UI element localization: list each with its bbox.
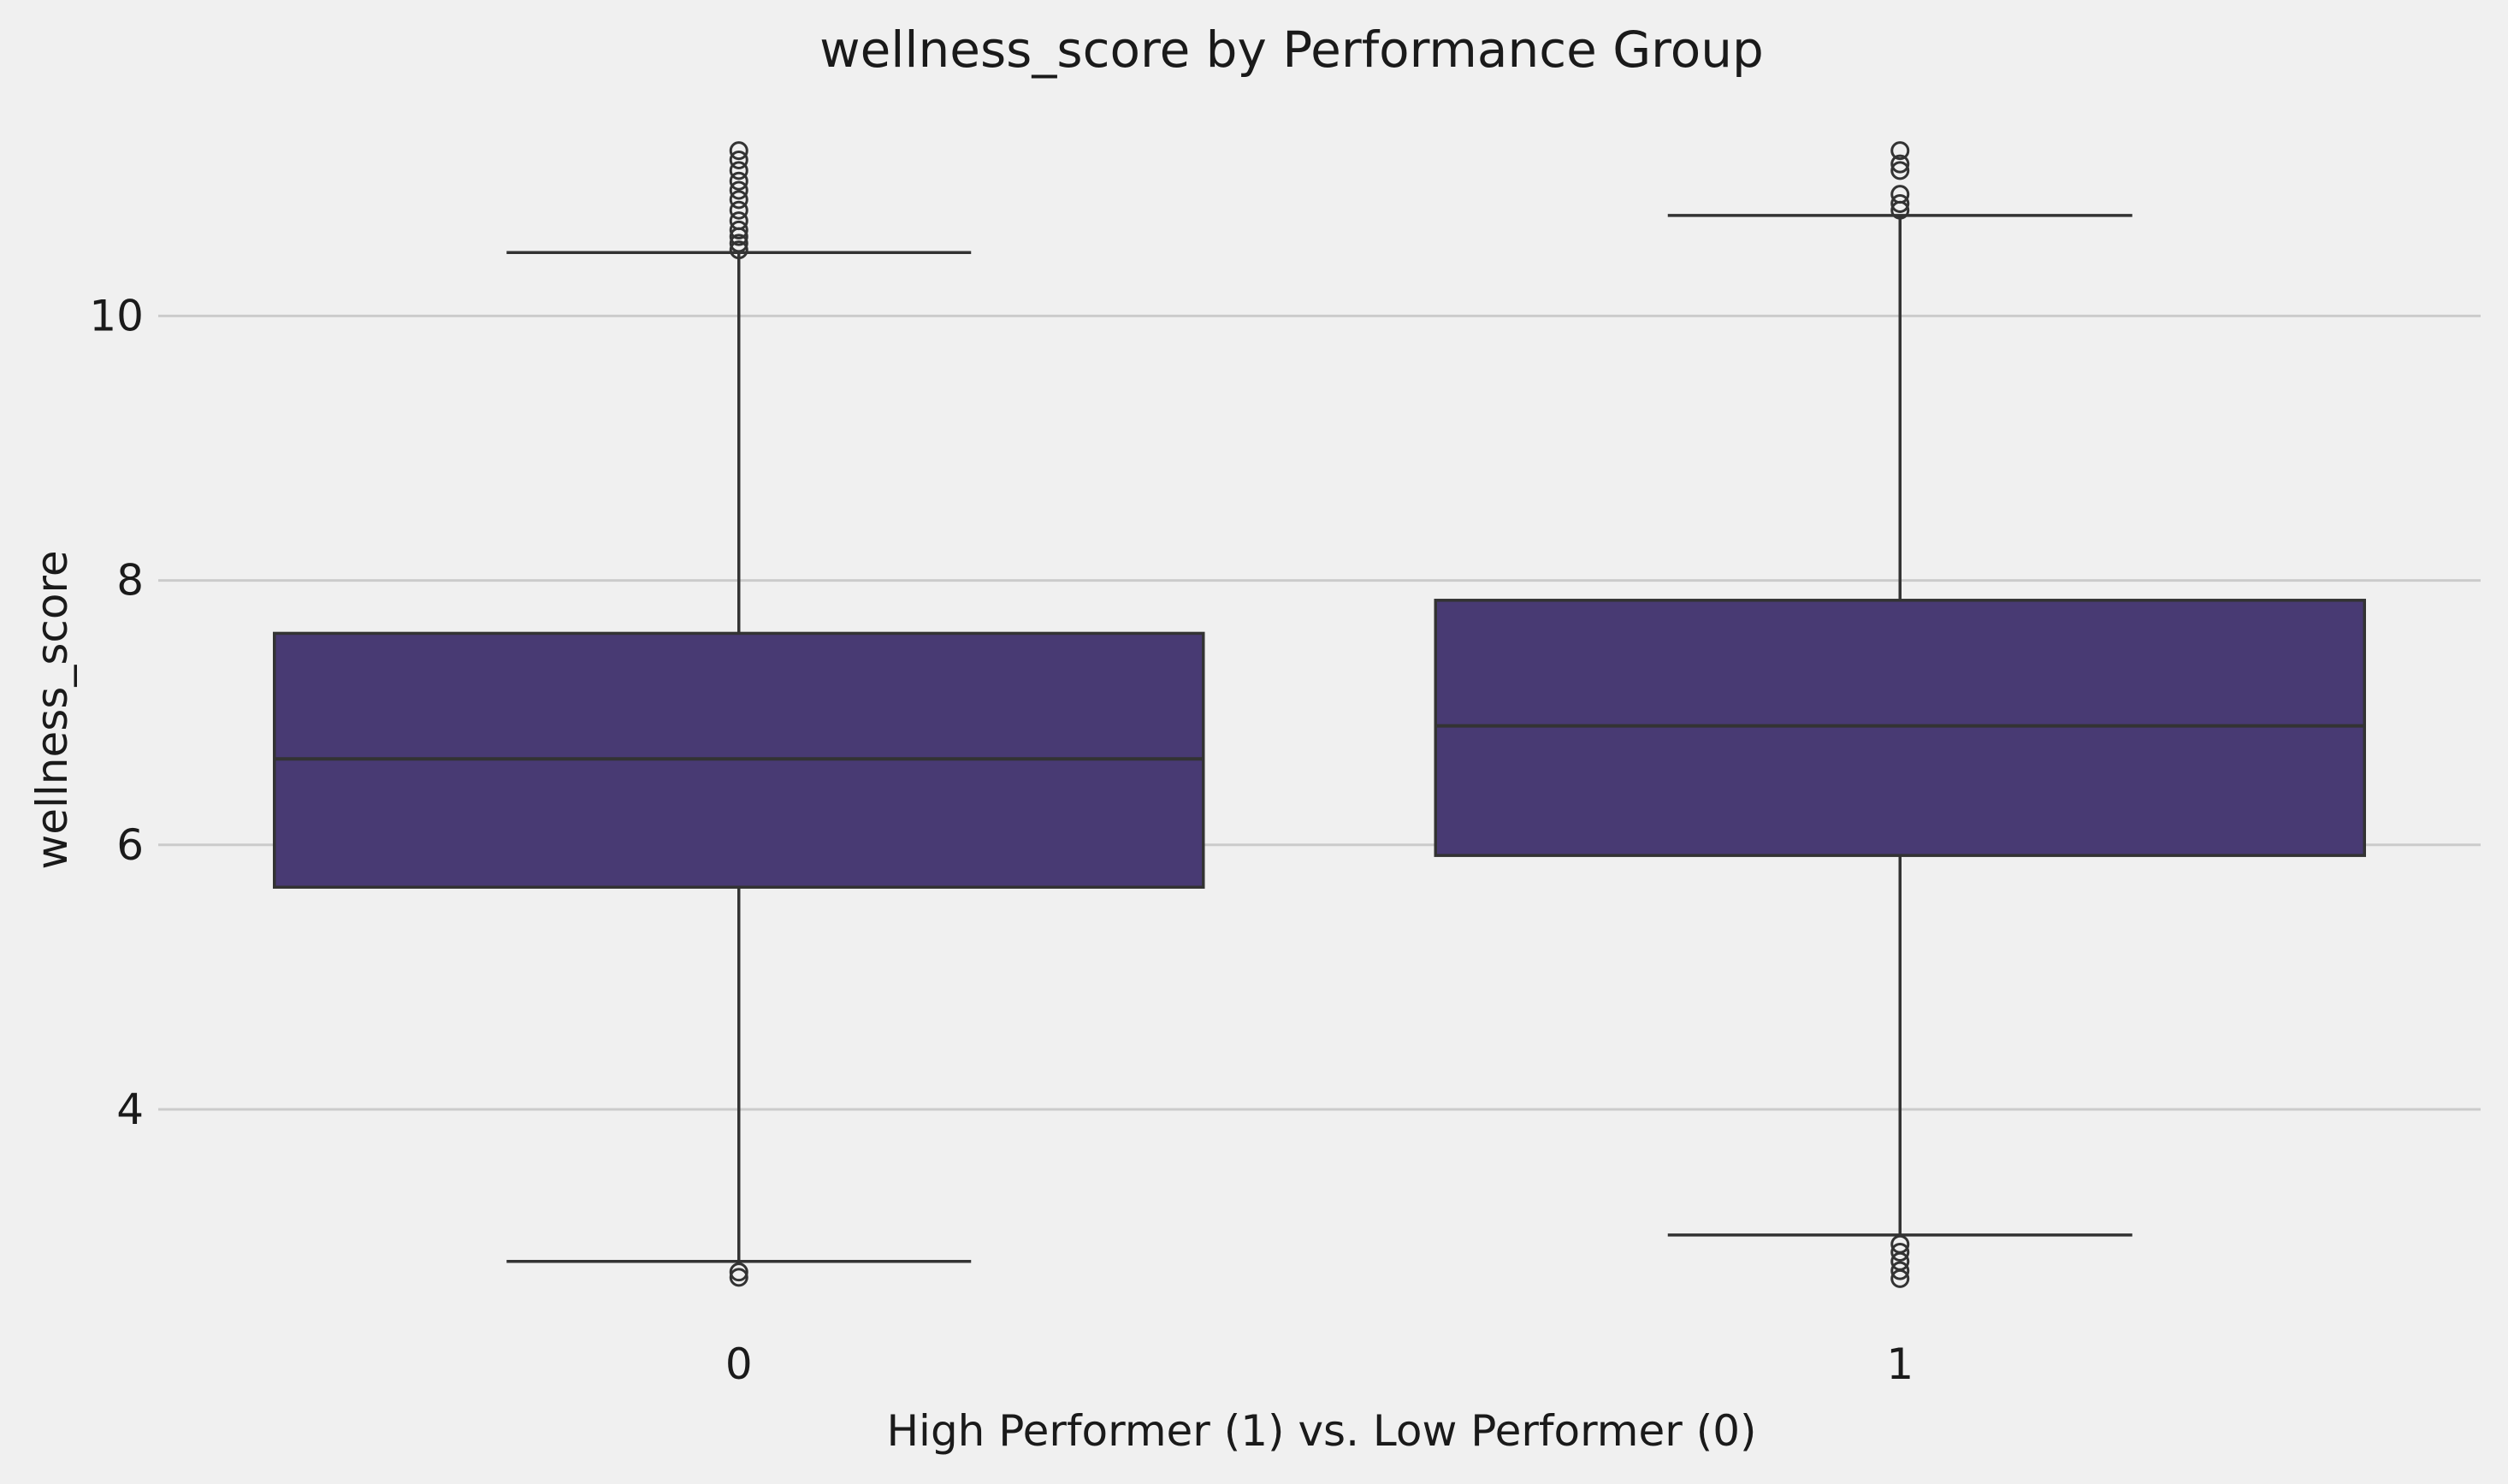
outlier-point bbox=[729, 234, 748, 253]
outlier-point bbox=[729, 150, 748, 169]
x-tick-label: 0 bbox=[725, 1339, 753, 1389]
iqr-box bbox=[1434, 599, 2366, 857]
y-axis-label: wellness_score bbox=[27, 550, 77, 869]
outlier-point bbox=[729, 220, 748, 239]
y-tick-label: 4 bbox=[116, 1085, 144, 1134]
outlier-point bbox=[729, 200, 748, 220]
outlier-point bbox=[729, 240, 748, 260]
outlier-point bbox=[1890, 161, 1910, 180]
outlier-point bbox=[729, 180, 748, 200]
chart-title: wellness_score by Performance Group bbox=[819, 21, 1764, 79]
outlier-point bbox=[729, 171, 748, 191]
outlier-point bbox=[1890, 1261, 1910, 1280]
outlier-point bbox=[1890, 193, 1910, 213]
outlier-point bbox=[729, 1268, 748, 1287]
boxes-layer bbox=[273, 141, 2366, 1288]
outlier-point bbox=[1890, 1234, 1910, 1254]
outlier-point bbox=[729, 1262, 748, 1282]
outlier-point bbox=[1890, 1242, 1910, 1262]
y-tick-label: 6 bbox=[116, 820, 144, 870]
x-tick-label: 1 bbox=[1886, 1339, 1914, 1389]
outlier-point bbox=[1890, 185, 1910, 204]
outlier-point bbox=[1890, 141, 1910, 161]
y-tick-label: 10 bbox=[89, 291, 144, 340]
outlier-point bbox=[729, 190, 748, 210]
x-axis-label: High Performer (1) vs. Low Performer (0) bbox=[886, 1406, 1756, 1456]
outlier-point bbox=[729, 161, 748, 180]
outlier-point bbox=[729, 141, 748, 161]
y-tick-label: 8 bbox=[116, 556, 144, 606]
box-group-0 bbox=[273, 141, 1205, 1287]
box-group-1 bbox=[1434, 141, 2366, 1288]
outlier-point bbox=[1890, 154, 1910, 174]
outlier-point bbox=[729, 211, 748, 231]
y-tick-labels: 4 6 8 10 bbox=[89, 291, 144, 1134]
